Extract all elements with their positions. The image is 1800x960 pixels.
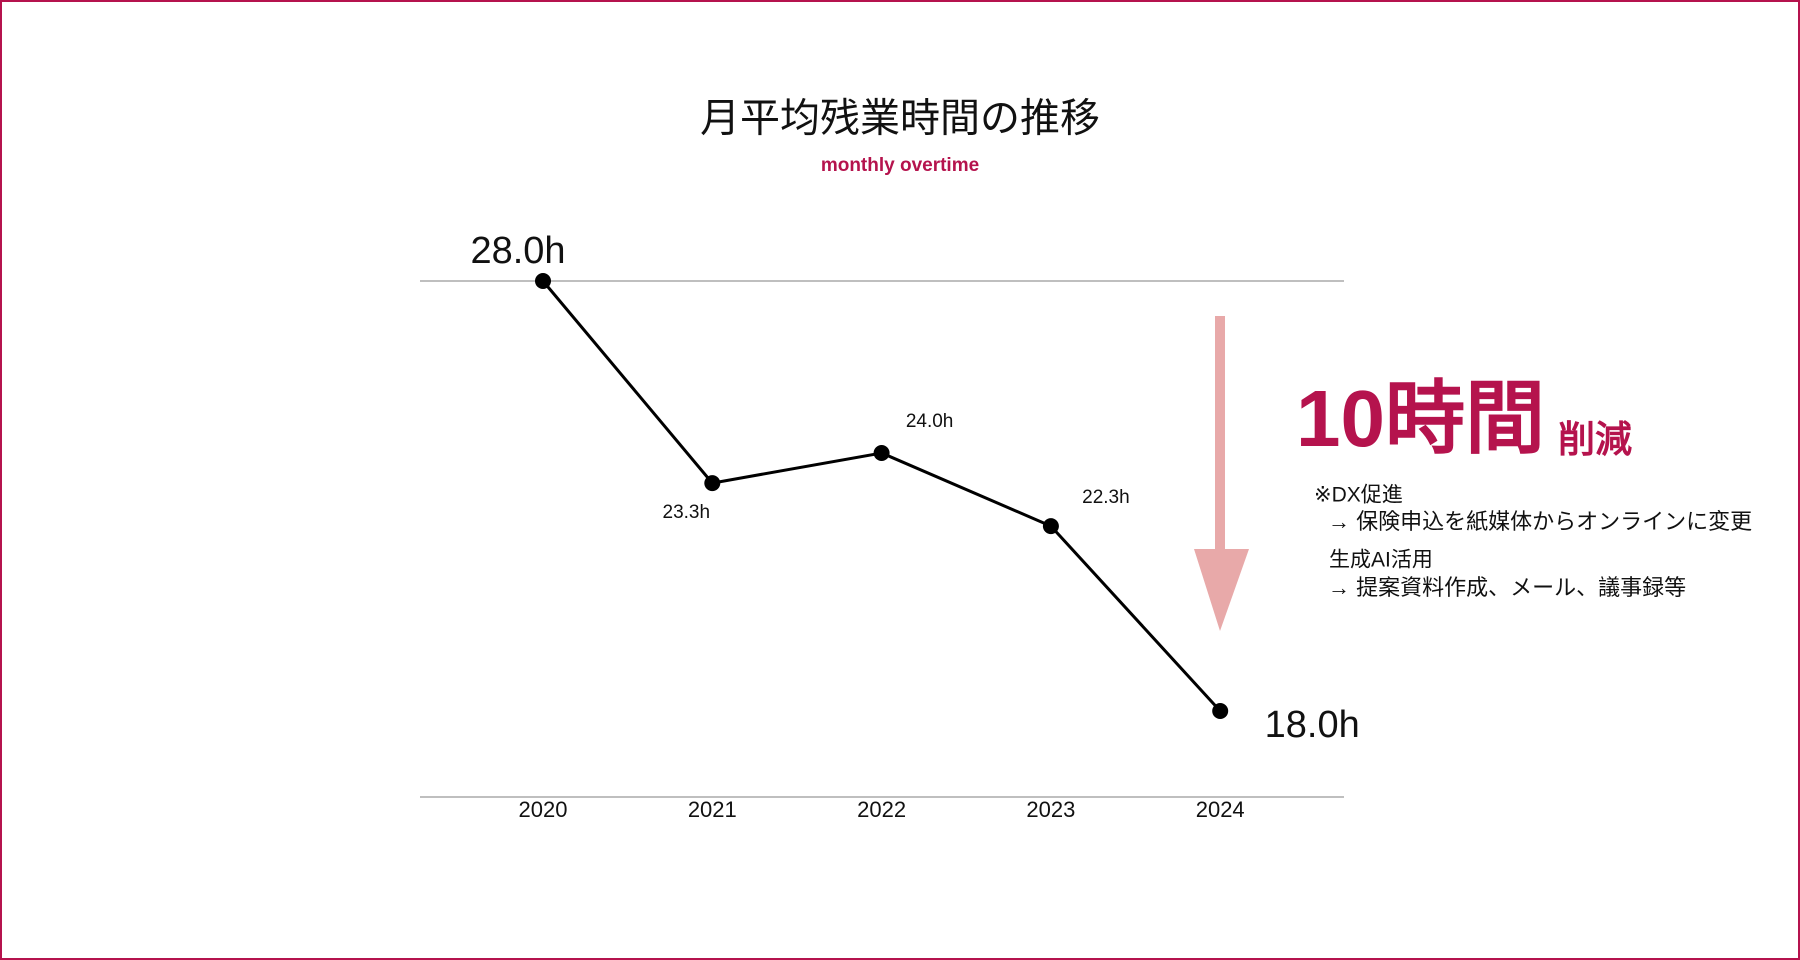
value-label: 28.0h (470, 230, 565, 272)
chart-subtitle: monthly overtime (821, 155, 979, 176)
point (873, 445, 890, 461)
note: ※DX促進 (1314, 484, 1403, 507)
x-tick-label: 2020 (519, 797, 568, 822)
x-tick-label: 2022 (857, 797, 906, 822)
reduction-label: 削減 (1558, 419, 1632, 460)
point (1212, 703, 1229, 719)
value-label: 23.3h (663, 502, 711, 523)
x-tick-label: 2023 (1026, 797, 1075, 822)
x-tick-label: 2024 (1196, 797, 1245, 822)
value-label: 24.0h (906, 411, 954, 432)
value-label: 18.0h (1265, 704, 1360, 746)
reduction-arrow (1194, 316, 1249, 631)
chart-title: 月平均残業時間の推移 (700, 97, 1100, 141)
point (1042, 518, 1059, 535)
reduction-amount: 10時間 (1296, 374, 1545, 463)
point (535, 273, 551, 289)
x-tick-label: 2021 (688, 797, 737, 822)
note: → 保険申込を紙媒体からオンラインに変更 (1328, 509, 1752, 534)
point (704, 475, 721, 492)
note: → 提案資料作成、メール、議事録等 (1328, 575, 1686, 600)
value-label: 22.3h (1082, 487, 1130, 508)
note: 生成AI活用 (1329, 549, 1433, 572)
